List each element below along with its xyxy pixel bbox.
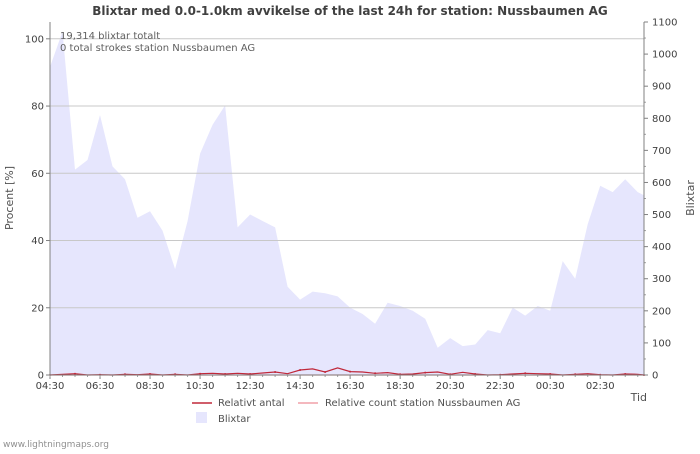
series-point-relativt-antal bbox=[424, 371, 427, 374]
x-tick-label: 00:30 bbox=[536, 381, 565, 392]
series-point-relativt-antal bbox=[524, 372, 527, 375]
y-right-tick-label: 500 bbox=[652, 210, 671, 221]
y-right-tick-label: 300 bbox=[652, 274, 671, 285]
series-point-relativt-antal bbox=[349, 370, 352, 373]
legend-label-relativt-antal: Relativt antal bbox=[218, 398, 285, 409]
series-point-relativt-antal bbox=[199, 372, 202, 375]
legend-label-relative-count-station: Relative count station Nussbaumen AG bbox=[325, 398, 520, 409]
x-tick-label: 22:30 bbox=[486, 381, 515, 392]
series-area-blixtar bbox=[50, 31, 644, 375]
series-point-relativt-antal bbox=[274, 371, 277, 373]
y-right-tick-label: 100 bbox=[652, 338, 671, 349]
y-right-tick-label: 1100 bbox=[652, 18, 677, 29]
legend-swatch-blixtar bbox=[196, 412, 207, 423]
y-left-tick-label: 80 bbox=[31, 102, 44, 113]
x-tick-label: 06:30 bbox=[86, 381, 115, 392]
y-axis-right-label: Blixtar bbox=[684, 180, 697, 216]
annotation-total: 19,314 blixtar totalt bbox=[60, 31, 160, 42]
footer-credit: www.lightningmaps.org bbox=[3, 440, 109, 450]
y-left-tick-label: 20 bbox=[31, 303, 44, 314]
y-right-tick-label: 0 bbox=[652, 371, 658, 382]
x-tick-label: 04:30 bbox=[36, 381, 65, 392]
y-left-tick-label: 60 bbox=[31, 169, 44, 180]
y-right-tick-label: 600 bbox=[652, 178, 671, 189]
y-right-tick-label: 700 bbox=[652, 146, 671, 157]
y-right-tick-label: 1000 bbox=[652, 50, 677, 61]
y-left-tick-label: 100 bbox=[25, 34, 44, 45]
series-point-relativt-antal bbox=[324, 371, 327, 373]
x-axis-label: Tid bbox=[630, 391, 647, 404]
x-tick-label: 16:30 bbox=[336, 381, 365, 392]
series-point-relativt-antal bbox=[74, 372, 76, 375]
y-left-tick-label: 40 bbox=[31, 236, 44, 247]
x-tick-label: 14:30 bbox=[286, 381, 315, 392]
series-point-relativt-antal bbox=[374, 372, 377, 375]
y-left-tick-label: 0 bbox=[38, 371, 44, 382]
series-point-relativt-antal bbox=[299, 369, 302, 371]
x-tick-label: 20:30 bbox=[436, 381, 465, 392]
chart-title: Blixtar med 0.0-1.0km avvikelse of the l… bbox=[92, 4, 608, 18]
x-tick-label: 18:30 bbox=[386, 381, 415, 392]
x-tick-label: 10:30 bbox=[186, 381, 215, 392]
y-right-tick-label: 800 bbox=[652, 114, 671, 125]
annotation-station: 0 total strokes station Nussbaumen AG bbox=[60, 43, 255, 54]
x-tick-label: 12:30 bbox=[236, 381, 265, 392]
y-axis-left-label: Procent [%] bbox=[3, 166, 16, 230]
y-right-tick-label: 200 bbox=[652, 306, 671, 317]
y-right-tick-label: 400 bbox=[652, 242, 671, 253]
y-right-tick-label: 900 bbox=[652, 82, 671, 93]
x-tick-label: 08:30 bbox=[136, 381, 165, 392]
legend-label-blixtar: Blixtar bbox=[218, 414, 251, 425]
x-tick-label: 02:30 bbox=[586, 381, 615, 392]
